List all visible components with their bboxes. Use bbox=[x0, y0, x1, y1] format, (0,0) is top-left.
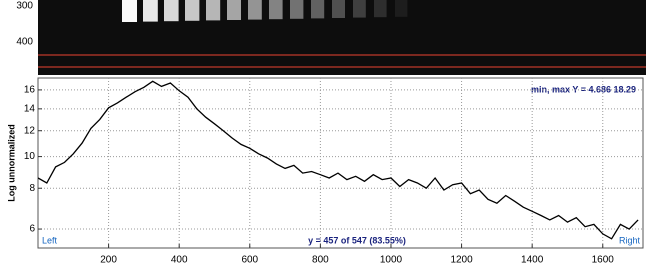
image-patch bbox=[290, 0, 303, 19]
image-row-label: 400 bbox=[16, 37, 33, 48]
y-tick-label: 6 bbox=[29, 224, 35, 235]
x-tick-label: 800 bbox=[312, 255, 329, 266]
app-window: 300 400 Log unnormalized min, max Y = 4.… bbox=[0, 0, 646, 268]
image-patch bbox=[248, 0, 262, 20]
x-tick-label: 1600 bbox=[592, 255, 615, 266]
image-patch bbox=[332, 0, 345, 18]
x-tick-label: 1200 bbox=[450, 255, 473, 266]
x-tick-label: 400 bbox=[171, 255, 188, 266]
y-tick-label: 12 bbox=[24, 125, 36, 136]
image-patch bbox=[374, 0, 387, 17]
image-patch bbox=[353, 0, 366, 18]
x-tick-label: 200 bbox=[100, 255, 117, 266]
x-tick-label: 1000 bbox=[380, 255, 403, 266]
y-tick-label: 8 bbox=[29, 183, 35, 194]
x-tick-label: 1400 bbox=[521, 255, 544, 266]
image-patch bbox=[269, 0, 283, 19]
y-tick-label: 14 bbox=[24, 103, 36, 114]
image-row-label: 300 bbox=[16, 1, 33, 12]
image-patch bbox=[395, 0, 407, 17]
image-patch bbox=[143, 0, 158, 22]
image-patch bbox=[227, 0, 241, 20]
image-patch bbox=[206, 0, 220, 20]
x-tick-label: 600 bbox=[241, 255, 258, 266]
min-max-label: min, max Y = 4.686 18.29 bbox=[531, 84, 636, 94]
y-tick-label: 16 bbox=[24, 85, 36, 96]
image-patch bbox=[311, 0, 324, 18]
y-tick-label: 10 bbox=[24, 151, 36, 162]
left-label: Left bbox=[42, 235, 58, 245]
image-patch bbox=[122, 0, 137, 22]
image-patch bbox=[164, 0, 179, 21]
right-label: Right bbox=[619, 235, 641, 245]
image-patch bbox=[185, 0, 199, 21]
y-axis-label: Log unnormalized bbox=[6, 124, 16, 202]
plot-area bbox=[38, 78, 643, 248]
